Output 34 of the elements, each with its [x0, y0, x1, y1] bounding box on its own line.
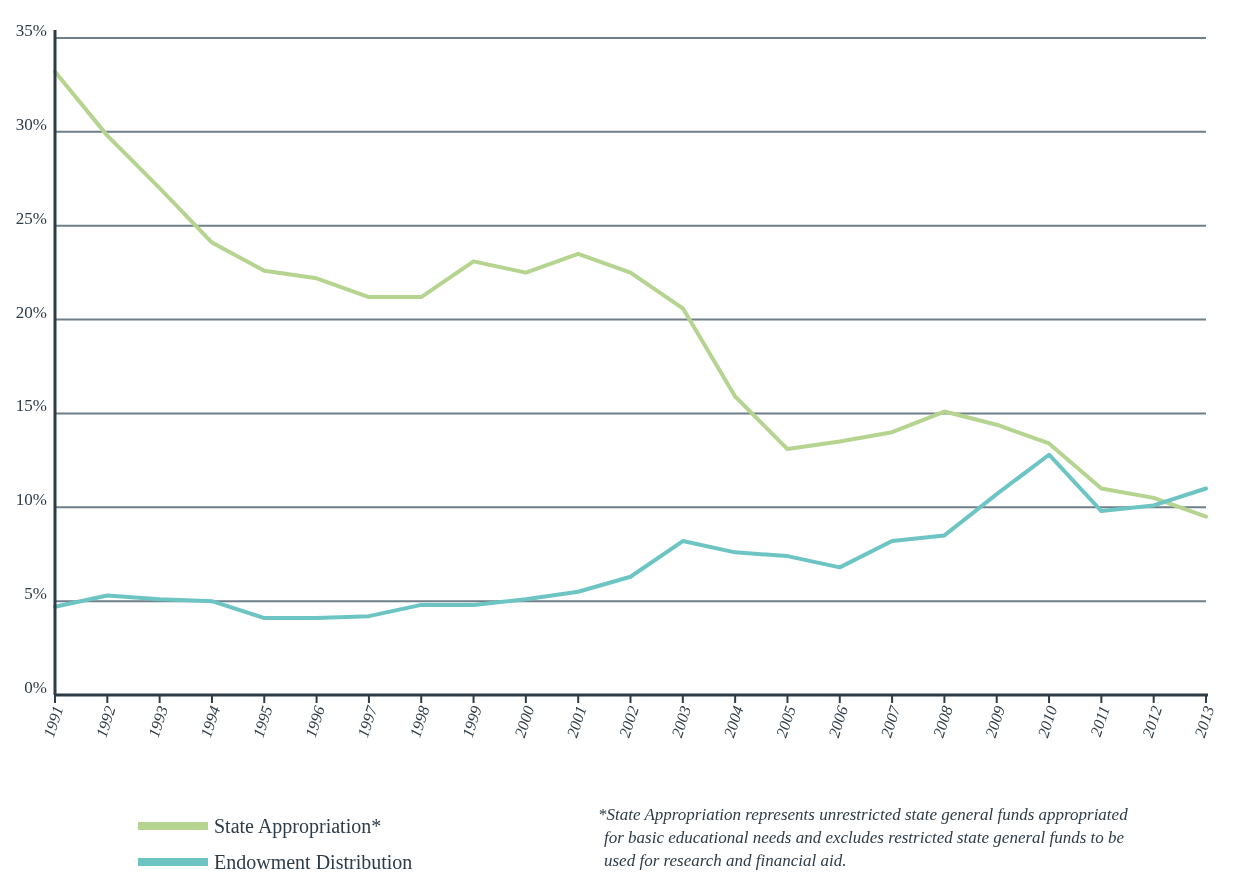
x-tick-label: 2006 [825, 703, 852, 740]
y-tick-label: 30% [15, 114, 47, 134]
y-tick-label: 35% [15, 21, 47, 40]
x-tick-label: 1993 [144, 703, 171, 740]
x-tick-label: 2011 [1087, 703, 1113, 739]
x-tick-label: 1992 [92, 703, 119, 740]
x-tick-label: 1997 [354, 702, 381, 740]
x-tick-label: 1991 [40, 703, 67, 740]
x-tick-label: 2000 [511, 703, 538, 740]
x-tick-label: 1999 [458, 703, 485, 740]
x-tick-label: 2004 [720, 703, 747, 740]
y-tick-label: 25% [15, 208, 47, 228]
y-tick-label: 20% [15, 302, 47, 322]
legend-label: Endowment Distribution [214, 851, 413, 873]
x-tick-label: 2002 [615, 703, 642, 740]
x-tick-label: 2013 [1191, 703, 1218, 740]
x-tick-label: 2001 [563, 703, 590, 740]
x-tick-label: 1994 [197, 703, 224, 740]
legend-label: State Appropriation* [214, 815, 382, 838]
text: *State Appropriation represents unrestricted state general funds appropriated for basic educational needs and excludes restricted state general funds to be used for research and financial aid. [598, 805, 1129, 870]
x-tick-label: 2010 [1034, 703, 1061, 740]
y-tick-label: 15% [15, 396, 47, 416]
y-tick-label: 10% [15, 490, 47, 510]
x-tick-label: 1996 [301, 703, 328, 740]
x-tick-label: 2008 [929, 703, 956, 740]
x-tick-label: 2003 [668, 703, 695, 740]
y-tick-label: 5% [24, 584, 47, 604]
y-tick-label: 0% [24, 678, 47, 697]
x-tick-label: 2012 [1138, 703, 1166, 740]
x-tick-label: 1998 [406, 703, 433, 740]
x-tick-label: 1995 [249, 703, 276, 740]
x-tick-label: 2007 [877, 702, 904, 740]
x-tick-label: 2009 [982, 703, 1009, 740]
x-tick-label: 2005 [772, 703, 799, 740]
